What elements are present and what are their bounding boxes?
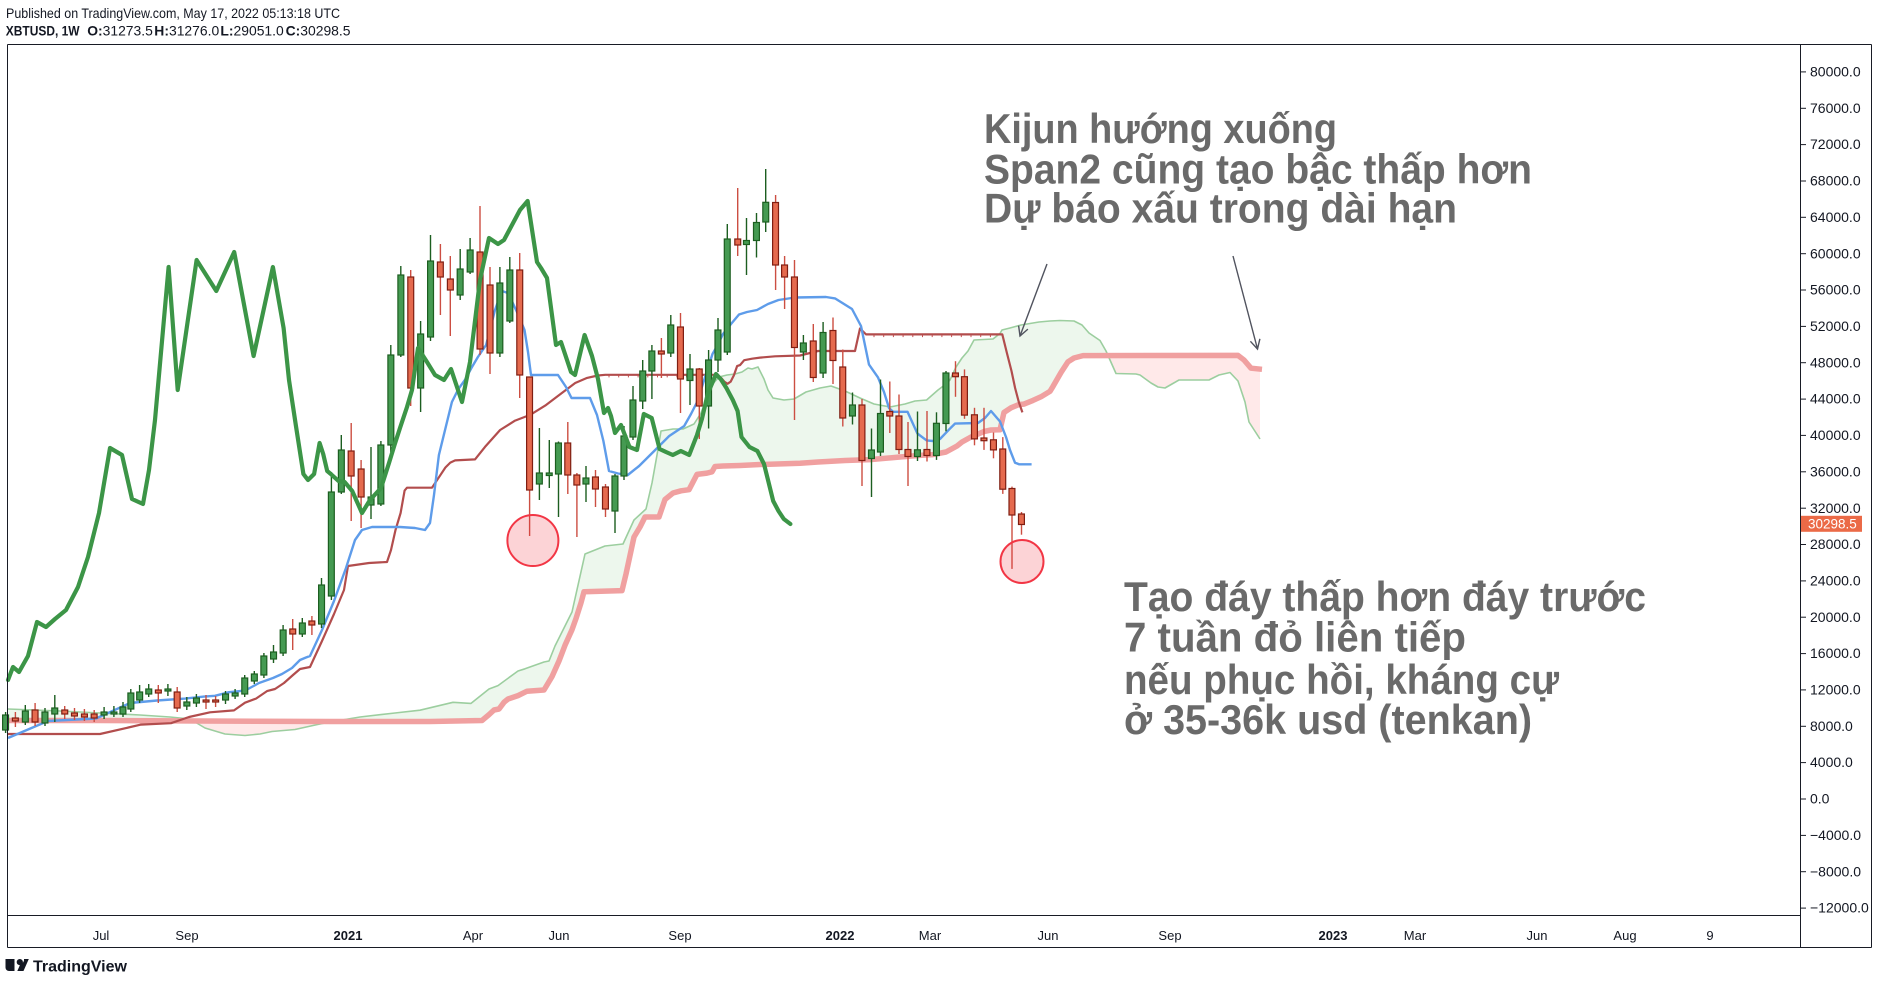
svg-text:Tạo đáy thấp hơn đáy trước: Tạo đáy thấp hơn đáy trước: [1124, 573, 1646, 620]
svg-text:Kijun hướng xuống: Kijun hướng xuống: [984, 105, 1337, 152]
svg-text:2021: 2021: [334, 928, 363, 943]
svg-text:12000.0: 12000.0: [1810, 682, 1861, 698]
svg-text:Aug: Aug: [1613, 928, 1636, 943]
svg-text:36000.0: 36000.0: [1810, 463, 1861, 479]
svg-text:60000.0: 60000.0: [1810, 245, 1861, 261]
svg-text:Span2 cũng tạo bậc thấp hơn: Span2 cũng tạo bậc thấp hơn: [984, 146, 1532, 193]
svg-text:64000.0: 64000.0: [1810, 209, 1861, 225]
svg-text:20000.0: 20000.0: [1810, 609, 1861, 625]
svg-text:48000.0: 48000.0: [1810, 354, 1861, 370]
svg-text:8000.0: 8000.0: [1810, 718, 1853, 734]
svg-text:40000.0: 40000.0: [1810, 427, 1861, 443]
svg-text:Jun: Jun: [549, 928, 570, 943]
svg-text:C:30298.5: C:30298.5: [286, 23, 351, 39]
svg-text:7 tuần đỏ liên tiếp: 7 tuần đỏ liên tiếp: [1124, 614, 1466, 661]
svg-text:72000.0: 72000.0: [1810, 136, 1861, 152]
svg-text:−12000.0: −12000.0: [1810, 900, 1869, 916]
svg-text:TradingView: TradingView: [33, 959, 128, 976]
svg-text:Mar: Mar: [1404, 928, 1427, 943]
svg-text:68000.0: 68000.0: [1810, 173, 1861, 189]
svg-text:Jun: Jun: [1527, 928, 1548, 943]
svg-text:−4000.0: −4000.0: [1810, 827, 1861, 843]
svg-text:9: 9: [1706, 928, 1713, 943]
svg-text:52000.0: 52000.0: [1810, 318, 1861, 334]
svg-text:Sep: Sep: [1158, 928, 1181, 943]
svg-text:nếu phục hồi, kháng cự: nếu phục hồi, kháng cự: [1124, 656, 1560, 703]
svg-text:0.0: 0.0: [1810, 791, 1830, 807]
svg-text:XBTUSD, 1W: XBTUSD, 1W: [6, 23, 81, 39]
svg-text:L:29051.0: L:29051.0: [220, 23, 284, 39]
svg-text:H:31276.0: H:31276.0: [154, 23, 219, 39]
svg-text:76000.0: 76000.0: [1810, 100, 1861, 116]
svg-text:2023: 2023: [1319, 928, 1348, 943]
svg-text:O:31273.5: O:31273.5: [87, 23, 153, 39]
svg-text:30298.5: 30298.5: [1808, 517, 1857, 532]
svg-text:4000.0: 4000.0: [1810, 754, 1853, 770]
svg-text:44000.0: 44000.0: [1810, 391, 1861, 407]
svg-text:80000.0: 80000.0: [1810, 64, 1861, 80]
svg-text:32000.0: 32000.0: [1810, 500, 1861, 516]
svg-text:Dự báo xấu trong dài hạn: Dự báo xấu trong dài hạn: [984, 185, 1457, 232]
svg-text:Sep: Sep: [175, 928, 198, 943]
svg-text:ở 35-36k usd (tenkan): ở 35-36k usd (tenkan): [1124, 696, 1532, 743]
svg-text:Mar: Mar: [919, 928, 942, 943]
svg-text:16000.0: 16000.0: [1810, 645, 1861, 661]
svg-text:Jul: Jul: [93, 928, 110, 943]
svg-text:Sep: Sep: [668, 928, 691, 943]
svg-text:56000.0: 56000.0: [1810, 282, 1861, 298]
svg-text:24000.0: 24000.0: [1810, 573, 1861, 589]
svg-text:28000.0: 28000.0: [1810, 536, 1861, 552]
svg-text:Apr: Apr: [463, 928, 484, 943]
svg-text:2022: 2022: [826, 928, 855, 943]
svg-text:−8000.0: −8000.0: [1810, 863, 1861, 879]
svg-text:Jun: Jun: [1038, 928, 1059, 943]
svg-text:Published on TradingView.com,: Published on TradingView.com, May 17, 20…: [6, 5, 340, 21]
